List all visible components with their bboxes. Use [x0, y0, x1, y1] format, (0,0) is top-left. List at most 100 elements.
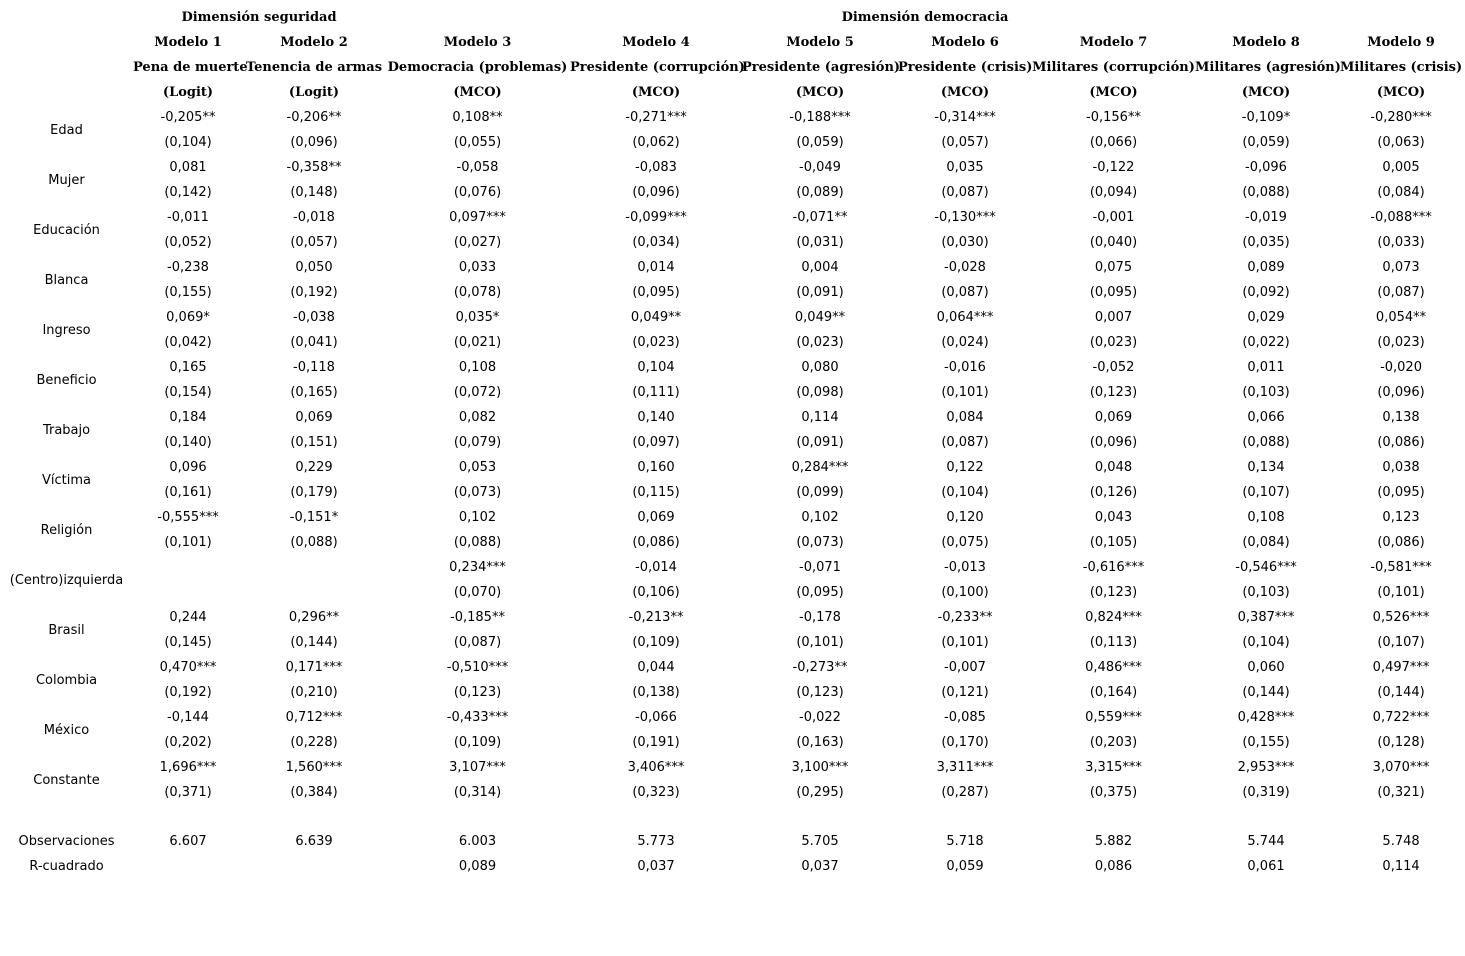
coefficient-cell: 0,066	[1247, 410, 1285, 425]
standard-error-cell: (0,087)	[453, 635, 502, 650]
standard-error-cell: (0,203)	[1089, 735, 1138, 750]
summary-value-cell: 6.639	[295, 834, 333, 849]
coefficient-cell: 0,035	[946, 160, 984, 175]
standard-error-cell: (0,052)	[164, 235, 212, 250]
regression-table: Dimensión seguridad Dimensión democracia M…	[0, 5, 1465, 879]
row-label-spacer	[0, 80, 133, 105]
summary-value-cell: 0,037	[637, 859, 675, 874]
coefficient-cell: 0,064***	[936, 310, 994, 325]
standard-error-cell: (0,091)	[796, 285, 844, 300]
coefficient-cell: 0,234***	[449, 560, 506, 575]
row-label: Constante	[33, 772, 100, 788]
coefficient-cell: 0,043	[1094, 510, 1133, 525]
coefficient-cell: 0,053	[458, 460, 497, 475]
standard-error-cell: (0,059)	[1242, 135, 1290, 150]
standard-error-cell: (0,094)	[1089, 185, 1138, 200]
dependent-variable-header: Pena de muerte	[133, 60, 248, 75]
row-label: Colombia	[35, 672, 98, 688]
standard-error-cell: (0,073)	[796, 535, 844, 550]
coefficient-cell: -0,028	[944, 260, 986, 275]
coefficient-cell: 0,123	[1382, 510, 1420, 525]
dependent-variable-header: Presidente (corrupción)	[570, 60, 745, 75]
coefficient-cell: -0,038	[293, 310, 335, 325]
coefficient-cell: 0,044	[637, 660, 675, 675]
standard-error-cell: (0,138)	[632, 685, 680, 700]
summary-value-cell	[133, 854, 243, 879]
summary-row-label: Observaciones	[18, 834, 115, 849]
standard-error-cell: (0,210)	[290, 685, 338, 700]
coefficient-cell: -0,581***	[1370, 560, 1432, 575]
standard-error-cell: (0,101)	[941, 385, 989, 400]
coefficient-cell: 3,406***	[627, 760, 685, 775]
coefficient-cell: -0,019	[1245, 210, 1287, 225]
standard-error-cell: (0,023)	[1377, 335, 1425, 350]
standard-error-cell: (0,107)	[1377, 635, 1425, 650]
standard-error-cell: (0,121)	[941, 685, 989, 700]
standard-error-cell: (0,314)	[453, 785, 502, 800]
dimension-header: Dimensión seguridad	[181, 10, 337, 25]
coefficient-cell: 0,184	[169, 410, 207, 425]
coefficient-cell: 0,050	[295, 260, 333, 275]
standard-error-cell: (0,066)	[1089, 135, 1138, 150]
standard-error-cell: (0,109)	[453, 735, 502, 750]
standard-error-cell: (0,179)	[290, 485, 338, 500]
summary-value-cell: 0,086	[1094, 859, 1133, 874]
row-label: Edad	[50, 122, 83, 138]
coefficient-cell: 0,296**	[288, 610, 340, 625]
standard-error-cell: (0,170)	[941, 735, 989, 750]
coefficient-cell: -0,616***	[1082, 560, 1145, 575]
standard-error-cell: (0,323)	[632, 785, 680, 800]
standard-error-cell: (0,123)	[1089, 585, 1138, 600]
standard-error-cell: (0,088)	[290, 535, 338, 550]
coefficient-cell: -0,109*	[1241, 110, 1291, 125]
standard-error-cell: (0,192)	[164, 685, 212, 700]
coefficient-cell: -0,013	[944, 560, 986, 575]
standard-error-cell: (0,142)	[164, 185, 212, 200]
standard-error-cell: (0,126)	[1089, 485, 1138, 500]
coefficient-cell: 0,526***	[1372, 610, 1430, 625]
coefficient-cell: 0,244	[169, 610, 207, 625]
coefficient-cell: -0,273**	[792, 660, 848, 675]
dependent-variable-header: Presidente (agresión)	[742, 60, 901, 75]
standard-error-cell: (0,095)	[632, 285, 680, 300]
standard-error-cell: (0,035)	[1242, 235, 1290, 250]
standard-error-cell	[243, 580, 385, 605]
standard-error-cell: (0,191)	[632, 735, 680, 750]
row-label: Mujer	[48, 172, 85, 188]
coefficient-cell: 0,102	[458, 510, 497, 525]
coefficient-cell: 0,824***	[1085, 610, 1142, 625]
standard-error-cell: (0,101)	[941, 635, 989, 650]
summary-value-cell: 0,037	[801, 859, 839, 874]
standard-error-cell: (0,144)	[1242, 685, 1290, 700]
coefficient-cell: 0,114	[801, 410, 839, 425]
model-name-header: Modelo 6	[931, 35, 999, 50]
standard-error-cell: (0,087)	[941, 435, 989, 450]
summary-row-label: R-cuadrado	[29, 859, 104, 874]
coefficient-cell: 0,108	[458, 360, 497, 375]
coefficient-cell: 3,070***	[1372, 760, 1430, 775]
standard-error-cell: (0,086)	[632, 535, 680, 550]
coefficient-cell: -0,188***	[789, 110, 851, 125]
summary-value-cell: 0,059	[946, 859, 984, 874]
standard-error-cell: (0,144)	[290, 635, 338, 650]
coefficient-cell: -0,280***	[1370, 110, 1432, 125]
standard-error-cell: (0,059)	[796, 135, 844, 150]
standard-error-cell: (0,024)	[941, 335, 989, 350]
coefficient-cell: -0,088***	[1370, 210, 1432, 225]
coefficient-cell: 0,284***	[791, 460, 849, 475]
coefficient-cell: 0,060	[1247, 660, 1285, 675]
coefficient-cell: -0,058	[456, 160, 499, 175]
standard-error-cell: (0,075)	[941, 535, 989, 550]
coefficient-cell: 0,082	[458, 410, 497, 425]
standard-error-cell: (0,096)	[290, 135, 338, 150]
standard-error-cell: (0,321)	[1377, 785, 1425, 800]
estimator-type-header: (MCO)	[1241, 85, 1291, 100]
standard-error-cell: (0,104)	[941, 485, 989, 500]
spacer-row	[0, 805, 1465, 829]
coefficient-cell: -0,314***	[934, 110, 996, 125]
standard-error-cell: (0,022)	[1242, 335, 1290, 350]
coefficient-cell: 0,097***	[449, 210, 506, 225]
coefficient-cell: 0,712***	[285, 710, 343, 725]
standard-error-cell: (0,113)	[1089, 635, 1138, 650]
coefficient-cell: 0,428***	[1237, 710, 1295, 725]
